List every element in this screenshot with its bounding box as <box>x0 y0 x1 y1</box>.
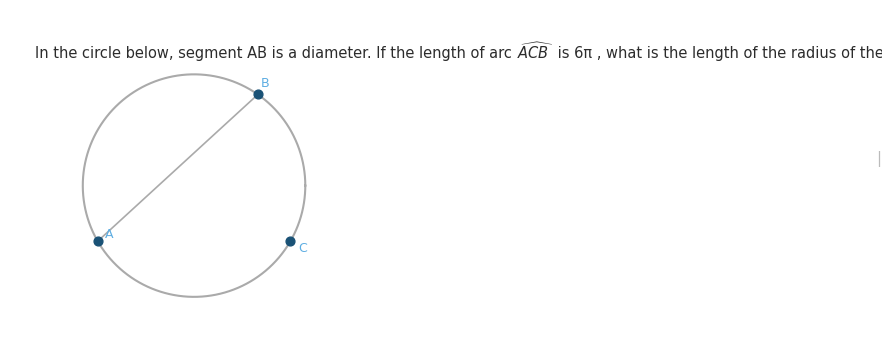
Point <box>91 238 105 244</box>
Text: B: B <box>261 77 270 90</box>
Text: A: A <box>105 228 114 241</box>
Text: In the circle below, segment AB is a diameter. If the length of arc: In the circle below, segment AB is a dia… <box>35 46 517 61</box>
Text: $\widehat{ACB}$: $\widehat{ACB}$ <box>517 41 553 62</box>
Point <box>283 238 297 244</box>
Text: C: C <box>298 242 307 255</box>
Text: |: | <box>876 151 881 167</box>
Text: is 6π , what is the length of the radius of the circle?: is 6π , what is the length of the radius… <box>553 46 882 61</box>
Point <box>250 92 265 97</box>
